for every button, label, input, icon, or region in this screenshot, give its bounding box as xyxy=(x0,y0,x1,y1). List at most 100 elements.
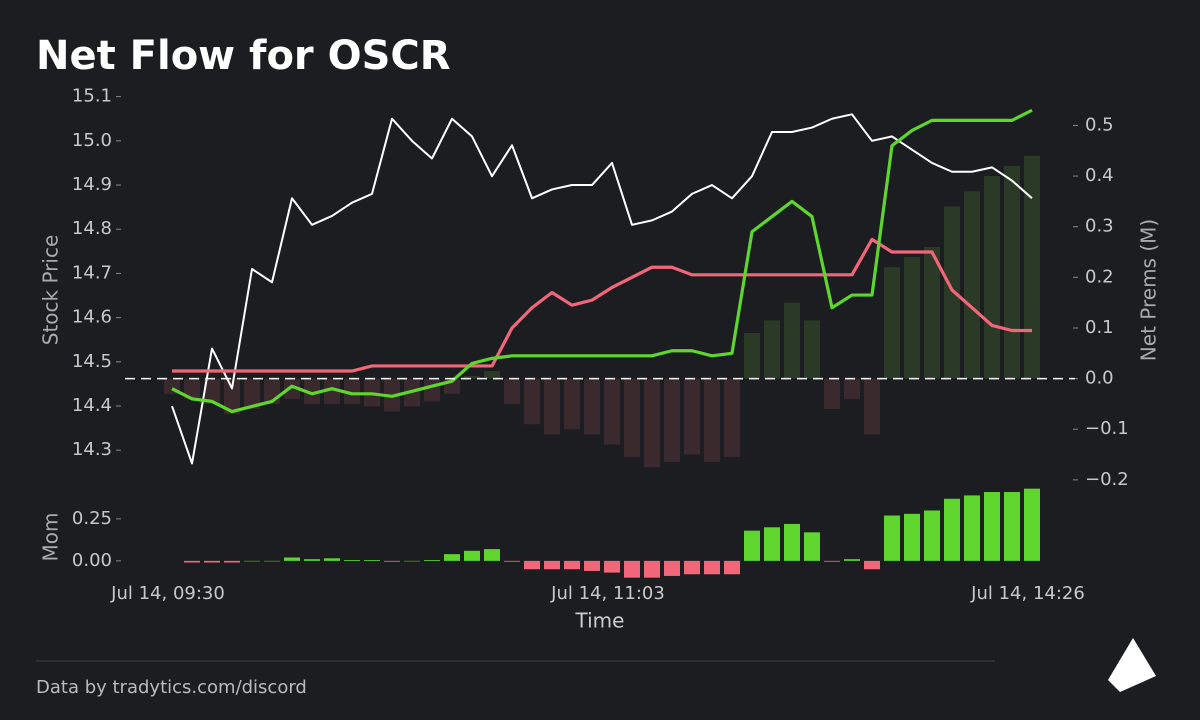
yticks-label: 14.6 xyxy=(72,307,112,328)
bar xyxy=(224,560,240,563)
bar xyxy=(184,378,200,399)
bar xyxy=(1024,488,1040,561)
x-tick-label: Jul 14, 09:30 xyxy=(110,583,225,604)
bar xyxy=(724,560,740,575)
yticks-label: 14.7 xyxy=(72,262,112,283)
bar xyxy=(364,560,380,561)
x-tick-label: Jul 14, 14:26 xyxy=(970,583,1085,604)
bar xyxy=(744,333,760,379)
bar xyxy=(264,560,280,562)
bar xyxy=(404,560,420,562)
bar xyxy=(384,560,400,562)
y2ticks-label: 0.1 xyxy=(1085,317,1114,338)
y2ticks-label: 0.5 xyxy=(1085,114,1114,135)
line xyxy=(172,237,1032,373)
bar xyxy=(924,510,940,561)
bar xyxy=(564,378,580,430)
chart-title: Net Flow for OSCR xyxy=(36,33,451,79)
bar xyxy=(964,191,980,379)
bar xyxy=(844,559,860,561)
bar xyxy=(324,378,340,404)
bar xyxy=(1004,492,1020,561)
bar xyxy=(244,378,260,409)
bar xyxy=(504,560,520,562)
bar xyxy=(764,527,780,561)
bar xyxy=(204,560,220,563)
yticks-label: 14.5 xyxy=(72,351,112,372)
bar xyxy=(524,378,540,425)
bar xyxy=(544,378,560,435)
bar xyxy=(424,560,440,561)
line xyxy=(171,108,1033,414)
x-tick-label: Jul 14, 11:03 xyxy=(550,583,665,604)
yticks-label: 15.0 xyxy=(72,130,112,151)
bar xyxy=(644,378,660,468)
bar xyxy=(624,378,640,458)
y2ticks-label: −0.1 xyxy=(1085,418,1129,439)
bar xyxy=(484,549,500,561)
footer: Data by tradytics.com/discord xyxy=(36,677,307,698)
bar xyxy=(684,378,700,455)
bar xyxy=(604,378,620,445)
bar xyxy=(344,560,360,561)
bar xyxy=(584,560,600,571)
y2ticks-label: 0.4 xyxy=(1085,165,1114,186)
bar xyxy=(824,560,840,562)
bar xyxy=(544,560,560,570)
yticks-label: 14.9 xyxy=(72,174,112,195)
bar xyxy=(244,560,260,562)
line xyxy=(171,113,1033,465)
bar xyxy=(304,559,320,561)
logo xyxy=(1108,638,1156,692)
bar xyxy=(484,371,500,379)
bar xyxy=(824,378,840,409)
mom-axis-label: Mom xyxy=(39,513,63,562)
bar xyxy=(704,378,720,463)
x-axis-label: Time xyxy=(575,609,625,633)
y2ticks-label: 0.0 xyxy=(1085,368,1114,389)
yticks-label: 14.4 xyxy=(72,395,112,416)
bar xyxy=(224,378,240,415)
bar xyxy=(864,560,880,570)
bar xyxy=(924,246,940,379)
bar xyxy=(644,560,660,578)
bar xyxy=(464,376,480,379)
bar xyxy=(504,378,520,404)
bar xyxy=(1024,155,1040,379)
bar xyxy=(884,515,900,561)
bar xyxy=(964,495,980,561)
y-axis-label: Stock Price xyxy=(39,235,63,346)
bar xyxy=(424,378,440,402)
bar xyxy=(664,378,680,463)
bar xyxy=(844,378,860,399)
bar xyxy=(784,523,800,561)
bar xyxy=(604,560,620,573)
bar xyxy=(944,498,960,561)
bar xyxy=(984,492,1000,561)
bar xyxy=(284,557,300,561)
yticks-label: 0.25 xyxy=(72,508,112,529)
bar xyxy=(804,532,820,561)
y2ticks-label: 0.2 xyxy=(1085,266,1114,287)
bar xyxy=(984,176,1000,379)
bar xyxy=(584,378,600,435)
bar xyxy=(524,560,540,570)
bar xyxy=(624,560,640,578)
bar xyxy=(804,320,820,379)
y2ticks-label: 0.3 xyxy=(1085,216,1114,237)
bar xyxy=(764,320,780,379)
bar xyxy=(344,378,360,404)
bar xyxy=(324,558,340,561)
bar xyxy=(464,550,480,561)
yticks-label: 14.3 xyxy=(72,439,112,460)
bar xyxy=(784,302,800,379)
y2ticks-label: −0.2 xyxy=(1085,469,1129,490)
bar xyxy=(204,378,220,404)
bar xyxy=(884,267,900,379)
bar xyxy=(944,206,960,379)
bar xyxy=(904,257,920,379)
yticks-label: 14.8 xyxy=(72,218,112,239)
bar xyxy=(744,530,760,561)
bar xyxy=(284,378,300,399)
